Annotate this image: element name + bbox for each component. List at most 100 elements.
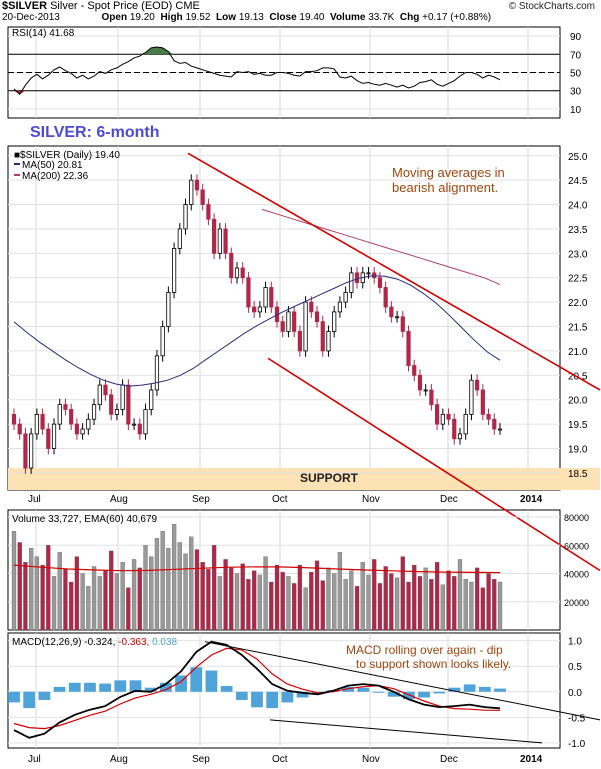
volume-bar	[57, 552, 62, 631]
volume-bar	[194, 549, 200, 631]
volume-bar	[189, 536, 194, 631]
candle-body	[34, 413, 39, 435]
quote-date: 20-Dec-2013	[2, 12, 60, 23]
candle-body	[223, 228, 228, 254]
candle-body	[63, 404, 68, 410]
macd-line	[13, 640, 501, 739]
volume-bar	[423, 567, 428, 631]
macd-histogram-bar	[281, 691, 294, 703]
price-tick-label: 19.0	[568, 445, 588, 456]
volume-bar	[349, 570, 354, 631]
chg-label: Chg	[399, 12, 420, 23]
exchange: CME	[175, 0, 200, 12]
volume-value: 33.7K	[368, 12, 395, 23]
candle-body	[143, 409, 148, 435]
price-legend-symbol: ■$SILVER (Daily) 19.40	[14, 150, 120, 161]
volume-bar	[497, 581, 503, 631]
candle-body	[457, 433, 463, 440]
candle-body	[320, 321, 325, 352]
candle-body	[417, 374, 423, 391]
channel-lower-line	[267, 357, 601, 572]
volume-bar	[114, 573, 120, 631]
macd-x-tick-label: Sep	[192, 754, 210, 765]
candle-body	[486, 413, 491, 420]
volume-bar	[126, 587, 131, 631]
volume-bar	[452, 576, 457, 631]
volume-bar	[29, 547, 34, 631]
volume-bar	[372, 559, 377, 631]
candle-body	[40, 413, 45, 430]
candle-body	[131, 423, 137, 426]
candle-body	[246, 277, 251, 308]
macd-histogram-bar	[23, 691, 36, 709]
volume-bar	[74, 556, 80, 631]
volume-bar	[389, 573, 394, 631]
macd-x-tick-label: Oct	[272, 754, 288, 765]
price-tick-label: 21.0	[568, 347, 588, 358]
volume-bar	[309, 571, 314, 631]
volume-bar	[457, 559, 463, 631]
macd-histogram-bar	[220, 686, 233, 692]
volume-bar	[177, 542, 182, 631]
candle-body	[400, 316, 405, 332]
candle-body	[423, 389, 428, 392]
candle-body	[406, 331, 411, 366]
volume-bar	[469, 581, 474, 631]
macd-histogram-bar	[190, 667, 203, 692]
macd-legend-part-3: 0.038	[152, 637, 177, 648]
macd-annotation-line2: to support shown looks likely.	[356, 657, 511, 671]
macd-tick-label: -0.5	[568, 713, 586, 724]
macd-histogram-bar	[494, 688, 506, 692]
candle-body	[429, 389, 434, 406]
volume-label: Volume	[330, 12, 366, 23]
candle-body	[349, 272, 354, 293]
macd-histogram-bar	[402, 691, 415, 700]
volume-bar	[160, 531, 165, 631]
candle-body	[80, 428, 85, 435]
macd-histogram-bar	[433, 691, 446, 694]
volume-bar	[320, 580, 325, 631]
candle-body	[257, 306, 262, 313]
volume-bar	[211, 545, 217, 631]
candle-body	[57, 404, 62, 425]
volume-bar	[206, 569, 211, 631]
candle-body	[412, 365, 417, 376]
macd-x-tick-label: 2014	[520, 754, 543, 765]
volume-bar	[434, 562, 440, 631]
candle-body	[469, 379, 474, 415]
open-label: Open	[101, 12, 128, 23]
macd-lower-trendline	[269, 719, 543, 744]
macd-legend-part-1: -0.324,	[84, 637, 118, 648]
macd-histogram-bar	[463, 684, 476, 692]
volume-bar	[326, 567, 331, 631]
volume-bar	[131, 559, 137, 631]
candle-body	[154, 355, 160, 391]
macd-histogram-bar	[53, 686, 66, 692]
candle-body	[69, 409, 74, 425]
macd-histogram-bar	[175, 675, 187, 692]
price-x-tick-label: Jul	[28, 494, 41, 505]
price-chart-title: SILVER: 6-month	[30, 124, 159, 141]
price-x-tick-label: Dec	[440, 494, 458, 505]
candle-body	[137, 423, 142, 435]
support-band	[8, 468, 600, 490]
candle-body	[200, 189, 205, 205]
rsi-tick-label: 10	[570, 105, 582, 116]
macd-histogram-bar	[114, 680, 127, 692]
macd-histogram-bar	[68, 682, 81, 692]
candle-body	[332, 311, 337, 332]
candle-body	[149, 389, 154, 410]
volume-bar	[257, 574, 262, 631]
macd-histogram-bar	[387, 691, 400, 697]
price-x-tick-label: Sep	[192, 494, 210, 505]
volume-ema-line	[13, 564, 501, 574]
volume-bar	[143, 545, 148, 631]
candle-body	[383, 287, 388, 308]
candle-body	[91, 404, 97, 420]
symbol: $SILVER	[2, 0, 48, 12]
volume-bar	[480, 587, 485, 631]
candle-body	[183, 204, 188, 230]
volume-tick-label: 40000	[564, 570, 589, 580]
candle-body	[292, 311, 297, 332]
price-x-tick-label: 2014	[520, 494, 543, 505]
